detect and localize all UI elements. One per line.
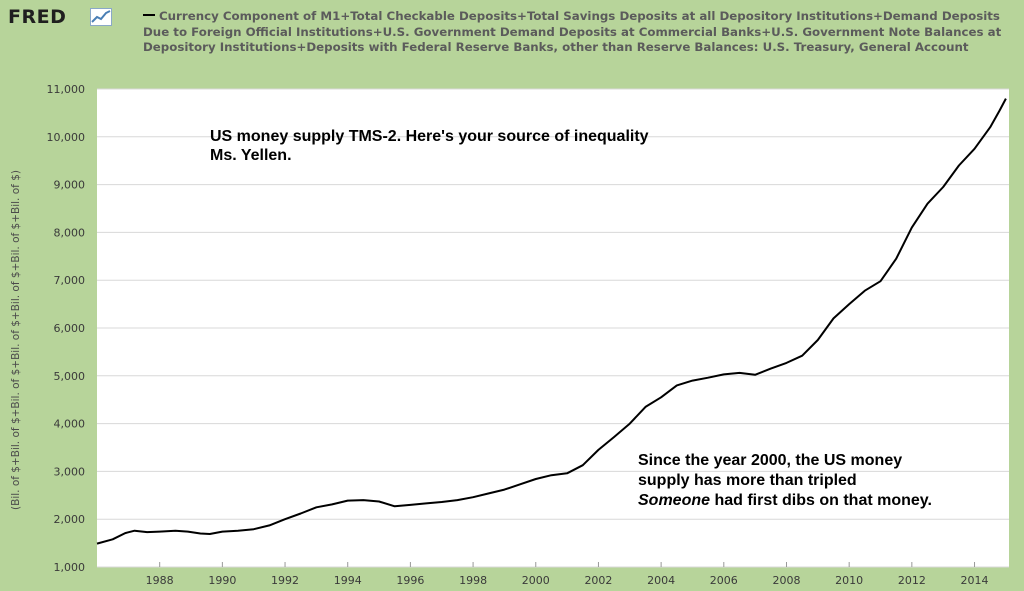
x-tick-label: 1996 [396, 574, 424, 587]
y-tick-label: 3,000 [54, 465, 86, 478]
x-tick-labels: 1988 1990 1992 1994 1996 1998 2000 2002 2004 2006… [146, 574, 989, 587]
annotation-line-4: supply has more than tripled [638, 472, 857, 489]
annotation-line-3: Since the year 2000, the US money [638, 452, 903, 469]
fred-logo[interactable]: FRED [8, 6, 67, 28]
series-group [96, 98, 1007, 545]
y-tick-label: 6,000 [54, 322, 86, 335]
legend: Currency Component of M1+Total Checkable… [143, 9, 1018, 56]
x-tick-label: 2006 [710, 574, 738, 587]
annotation-note: Since the year 2000, the US money supply… [638, 451, 932, 511]
y-tick-label: 8,000 [54, 226, 86, 239]
y-tick-label: 11,000 [47, 83, 86, 96]
x-tick-label: 2002 [584, 574, 612, 587]
y-tick-labels: 1,000 2,000 3,000 4,000 5,000 6,000 7,000 8,000… [47, 83, 86, 574]
x-tick-label: 2012 [898, 574, 926, 587]
x-tick-label: 2008 [772, 574, 800, 587]
x-tick-label: 1994 [334, 574, 362, 587]
x-tick-label: 2004 [647, 574, 675, 587]
y-tick-label: 7,000 [54, 274, 86, 287]
annotation-emphasis: Someone [638, 492, 711, 509]
x-tick-label: 1990 [208, 574, 236, 587]
annotation-title: US money supply TMS-2. Here's your sourc… [210, 127, 649, 165]
y-tick-label: 9,000 [54, 179, 86, 192]
grid-lines [97, 88, 1009, 568]
annotation-line-1: US money supply TMS-2. Here's your sourc… [210, 128, 649, 145]
annotation-line-5: Someone had first dibs on that money. [638, 491, 932, 511]
x-tick-label: 2000 [522, 574, 550, 587]
legend-label: Currency Component of M1+Total Checkable… [143, 9, 1002, 54]
x-tick-label: 1988 [146, 574, 174, 587]
annotation-line-5-rest: had first dibs on that money. [710, 492, 932, 509]
annotation-line-2: Ms. Yellen. [210, 147, 292, 164]
y-tick-label: 4,000 [54, 418, 86, 431]
line-chart-icon [90, 8, 112, 26]
legend-line-swatch [143, 13, 155, 16]
x-tick-label: 2014 [961, 574, 989, 587]
y-tick-label: 2,000 [54, 513, 86, 526]
y-tick-label: 10,000 [47, 131, 86, 144]
x-tick-label: 2010 [835, 574, 863, 587]
x-tick-label: 1998 [459, 574, 487, 587]
y-tick-label: 1,000 [54, 561, 86, 574]
x-tick-label: 1992 [271, 574, 299, 587]
y-tick-label: 5,000 [54, 370, 86, 383]
series-line-tms2 [96, 98, 1007, 545]
